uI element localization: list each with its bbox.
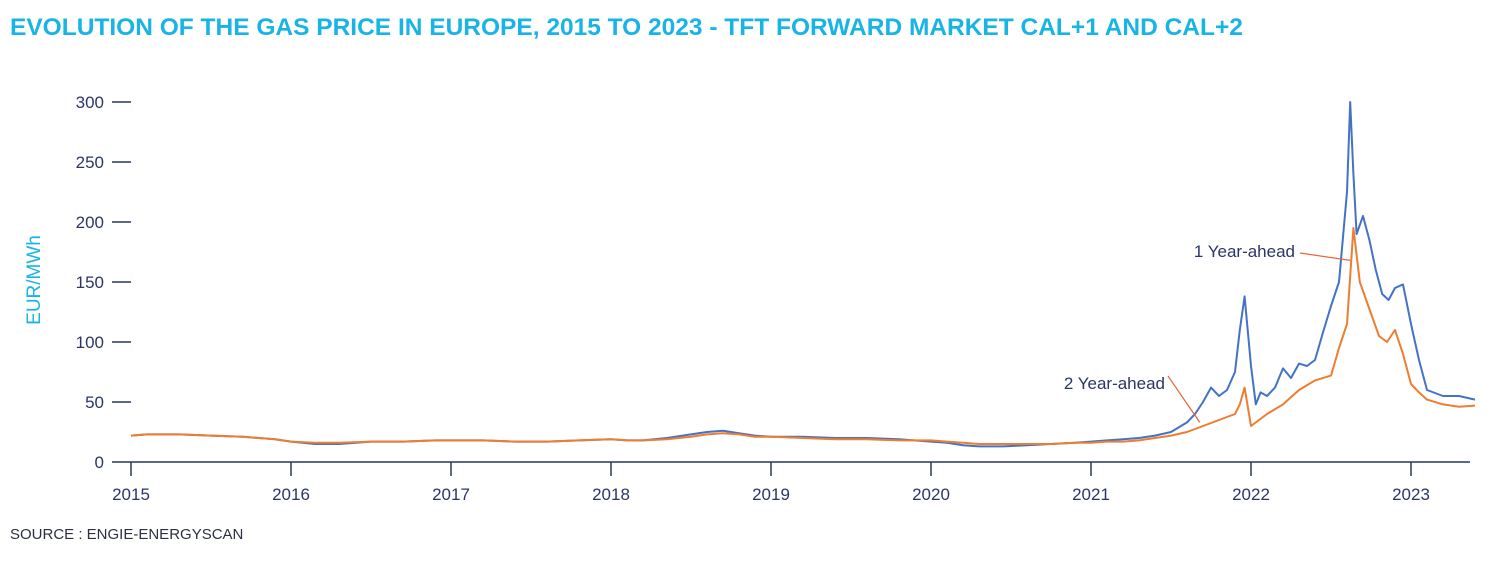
annotation-2-year-ahead: 2 Year-ahead bbox=[1064, 374, 1165, 393]
series-layer bbox=[130, 101, 1476, 448]
y-tick-label-300: 300 bbox=[76, 93, 104, 112]
x-tick-label-2022: 2022 bbox=[1232, 485, 1270, 504]
x-tick-label-2015: 2015 bbox=[112, 485, 150, 504]
y-tick-label-0: 0 bbox=[95, 453, 104, 472]
y-tick-label-150: 150 bbox=[76, 273, 104, 292]
y-tick-label-50: 50 bbox=[85, 393, 104, 412]
y-tick-label-100: 100 bbox=[76, 333, 104, 352]
y-axis-label: EUR/MWh bbox=[24, 235, 45, 325]
y-tick-label-250: 250 bbox=[76, 153, 104, 172]
series-line-1-year-ahead bbox=[130, 101, 1476, 448]
x-tick-label-2018: 2018 bbox=[592, 485, 630, 504]
x-axis: 2015 2016 2017 2018 2019 2020 2021 2022 2023 bbox=[112, 461, 1470, 504]
x-tick-label-2023: 2023 bbox=[1392, 485, 1430, 504]
y-tick-label-200: 200 bbox=[76, 213, 104, 232]
series-line-2-year-ahead bbox=[130, 227, 1476, 445]
x-tick-label-2020: 2020 bbox=[912, 485, 950, 504]
annotation-leader-2 bbox=[1167, 375, 1201, 423]
y-axis: 0 50 100 150 200 250 300 bbox=[76, 93, 131, 472]
annotation-layer: 1 Year-ahead 2 Year-ahead bbox=[1064, 242, 1351, 423]
x-tick-label-2016: 2016 bbox=[272, 485, 310, 504]
x-tick-label-2017: 2017 bbox=[432, 485, 470, 504]
x-tick-label-2021: 2021 bbox=[1072, 485, 1110, 504]
annotation-leader-1 bbox=[1299, 252, 1351, 261]
source-note: SOURCE : ENGIE-ENERGYSCAN bbox=[10, 526, 244, 543]
annotation-1-year-ahead: 1 Year-ahead bbox=[1194, 242, 1295, 261]
x-tick-label-2019: 2019 bbox=[752, 485, 790, 504]
chart-title: EVOLUTION OF THE GAS PRICE IN EUROPE, 20… bbox=[10, 14, 1243, 41]
